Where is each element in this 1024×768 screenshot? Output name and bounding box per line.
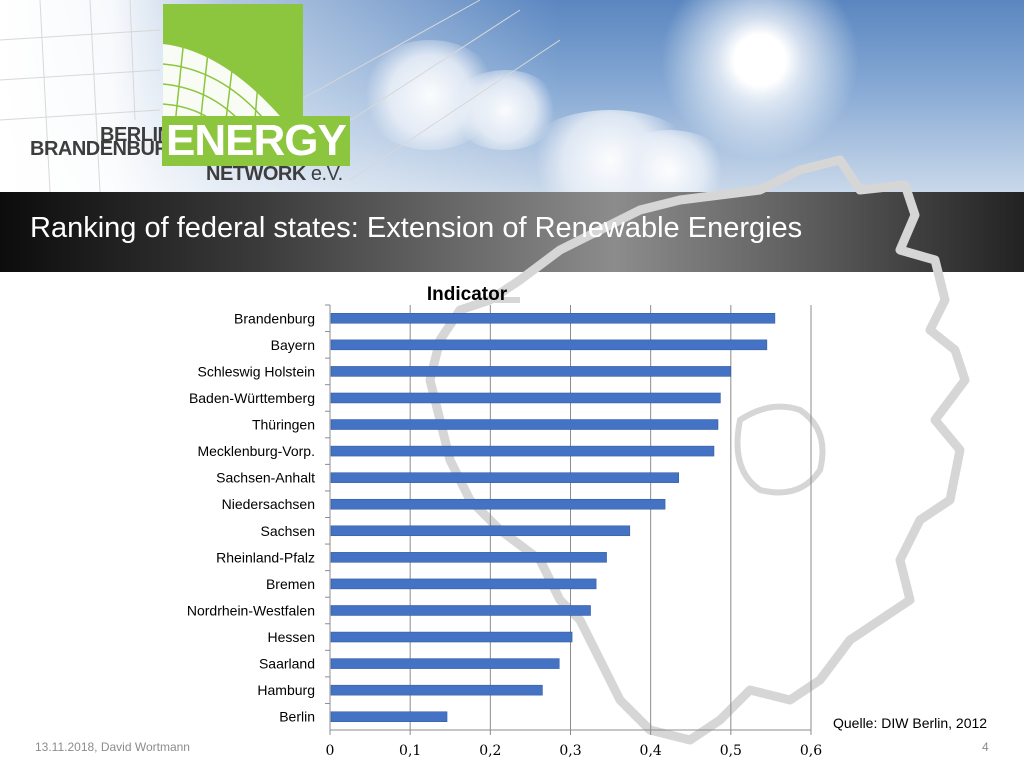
logo-text-network: NETWORK e.V. [206, 163, 343, 186]
source-note: Quelle: DIW Berlin, 2012 [833, 715, 988, 731]
category-label: Mecklenburg-Vorp. [197, 443, 315, 459]
x-tick-label: 0,1 [399, 743, 421, 759]
category-label: Sachsen-Anhalt [216, 470, 315, 486]
category-label: Rheinland-Pfalz [216, 549, 315, 565]
bar [330, 631, 573, 643]
page-title: Ranking of federal states: Extension of … [30, 212, 803, 244]
category-label: Thüringen [252, 417, 315, 433]
category-label: Nordrhein-Westfalen [187, 602, 315, 618]
bar [330, 711, 448, 722]
category-label: Saarland [259, 656, 315, 672]
bar [330, 552, 607, 563]
x-tick-label: 0,5 [720, 743, 742, 759]
logo-text-energy: ENERGY [162, 116, 350, 166]
category-label: Baden-Württemberg [189, 390, 315, 406]
header-banner: BERLIN BRANDENBURG ENERGY NETWORK e.V. [0, 0, 1024, 192]
chart-title: Indicator [427, 284, 508, 305]
category-label: Niedersachsen [222, 496, 315, 512]
category-label: Schleswig Holstein [198, 363, 316, 379]
solar-grid-decoration [0, 0, 560, 192]
title-bar [0, 192, 1024, 272]
bar [330, 498, 666, 510]
bar [330, 366, 732, 377]
bar [330, 419, 719, 430]
logo-text-network-word: NETWORK [206, 163, 306, 185]
cloud-image [610, 130, 730, 192]
logo-text-berlin: BERLIN [100, 124, 172, 146]
footer-date-author: 13.11.2018, David Wortmann [35, 740, 190, 754]
logo-text-ev: e.V. [310, 163, 343, 185]
category-label: Berlin [279, 709, 315, 725]
logo-text-brandenburg: BRANDENBURG [30, 138, 184, 160]
bar [330, 339, 768, 351]
x-tick-label: 0,6 [800, 743, 822, 759]
category-label: Hessen [268, 629, 315, 645]
bar [330, 525, 631, 537]
category-label: Hamburg [257, 682, 315, 698]
bar [330, 684, 543, 696]
x-tick-label: 0,4 [640, 743, 662, 759]
x-tick-label: 0,2 [479, 743, 501, 759]
bar [330, 605, 591, 616]
x-tick-label: 0,3 [559, 743, 581, 759]
bar [330, 313, 776, 324]
bar [330, 658, 560, 669]
bar [330, 578, 597, 590]
category-label: Brandenburg [234, 310, 315, 326]
category-label: Sachsen [261, 523, 315, 539]
bar [330, 392, 721, 404]
x-tick-label: 0 [326, 743, 335, 759]
bar [330, 472, 679, 483]
bar [330, 445, 715, 457]
category-label: Bremen [266, 576, 315, 592]
page-number: 4 [982, 740, 989, 754]
category-label: Bayern [271, 337, 315, 353]
